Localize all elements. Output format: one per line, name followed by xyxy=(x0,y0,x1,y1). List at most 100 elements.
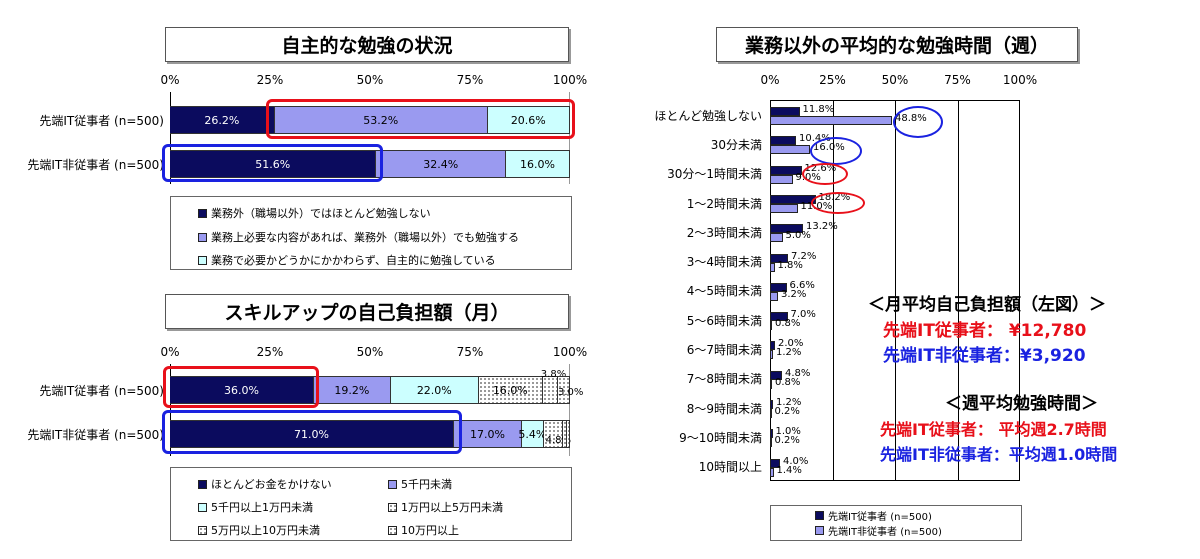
chart3-legend xyxy=(770,505,1022,541)
bar-segment: 16.0% xyxy=(506,150,570,178)
category-label: 先端IT従事者 (n=500) xyxy=(39,114,164,128)
bar-segment: 36.0% xyxy=(170,376,314,404)
time-it: 先端IT従事者： 平均週2.7時間 xyxy=(880,420,1107,439)
legend-label: 5千円未満 xyxy=(401,478,452,491)
bar-segment: 71.0% xyxy=(170,420,454,448)
legend-swatch xyxy=(198,208,207,218)
data-label: 0.2% xyxy=(774,406,800,417)
data-label: 26.2% xyxy=(204,113,240,127)
data-label: 0.8% xyxy=(775,376,801,388)
bar-segment: 17.0% xyxy=(454,420,522,448)
data-label: 20.6% xyxy=(510,113,546,127)
legend-swatch xyxy=(815,511,824,520)
bar xyxy=(770,282,787,292)
bar xyxy=(770,321,772,331)
time-nonit: 先端IT非従事者：平均週1.0時間 xyxy=(880,445,1118,464)
chart1-legend xyxy=(170,196,572,270)
category-label: 4～5時間未満 xyxy=(686,284,762,299)
chart3-ellipse-blue-1 xyxy=(893,106,943,138)
cost-it: 先端IT従事者： ¥12,780 xyxy=(883,321,1087,341)
bar xyxy=(770,262,775,272)
data-label: 4.0% xyxy=(783,455,809,467)
data-label: 5.4% xyxy=(518,427,547,441)
gridline xyxy=(957,100,959,481)
data-label: 17.0% xyxy=(470,427,505,441)
category-label: 7～8時間未満 xyxy=(686,372,762,387)
bar xyxy=(770,370,782,380)
bar-segment: 3.8% xyxy=(541,369,566,404)
bar xyxy=(770,312,788,322)
data-label: 1.2% xyxy=(776,397,802,408)
legend-label: 業務上必要な内容があれば、業務外（職場以外）でも勉強する xyxy=(211,231,519,244)
data-label: 1.4% xyxy=(776,464,802,476)
x-tick-label: 100% xyxy=(552,73,588,87)
data-label: 3.8% xyxy=(540,369,567,380)
category-label: 9～10時間未満 xyxy=(679,430,762,445)
chart3-ellipse-red-1 xyxy=(802,163,848,185)
legend-item: 5千円以上1万円未満 xyxy=(198,499,313,515)
data-label: 3.2% xyxy=(781,288,807,300)
category-label: 1～2時間未満 xyxy=(686,196,762,211)
cost-heading: ＜月平均自己負担額（左図）＞ xyxy=(868,295,1106,315)
legend-swatch xyxy=(198,525,207,535)
legend-item: 業務外（職場以外）ではほとんど勉強しない xyxy=(198,205,431,221)
category-label: 5～6時間未満 xyxy=(686,313,762,328)
x-tick-label: 75% xyxy=(456,345,484,359)
x-tick-label: 75% xyxy=(944,73,971,87)
x-tick-label: 100% xyxy=(1002,73,1038,87)
category-label: 6～7時間未満 xyxy=(686,343,762,358)
bar xyxy=(770,107,800,116)
x-tick-label: 50% xyxy=(356,73,384,87)
bar-segment: 22.0% xyxy=(390,376,479,404)
legend-swatch xyxy=(815,526,824,535)
legend-swatch xyxy=(198,232,207,242)
data-label: 10.4% xyxy=(799,133,831,145)
data-label: 1.8% xyxy=(777,259,803,271)
data-label: 1.2% xyxy=(776,347,802,359)
data-label: 11.8% xyxy=(802,104,835,115)
data-label: 7.2% xyxy=(791,250,817,262)
legend-label: 業務で必要かどうかにかかわらず、自主的に勉強している xyxy=(211,254,496,267)
legend-label: 5万円以上10万円未満 xyxy=(211,524,320,537)
category-label: 先端IT非従事者 (n=500) xyxy=(27,428,164,442)
bar xyxy=(770,379,772,389)
bar-segment: 19.2% xyxy=(314,376,391,404)
data-label: 0.8% xyxy=(775,318,801,330)
bar xyxy=(770,341,775,351)
data-label: 1.0% xyxy=(775,426,801,438)
data-label: 4.8% xyxy=(785,367,811,379)
bar xyxy=(770,136,796,146)
bar xyxy=(770,165,802,175)
bar xyxy=(770,400,773,409)
data-label: 16.0% xyxy=(520,157,555,171)
bar xyxy=(770,409,772,418)
category-label: 先端IT非従事者 (n=500) xyxy=(27,158,164,172)
legend-swatch xyxy=(198,255,207,265)
bar-segment: 26.2% xyxy=(170,106,275,134)
legend-swatch xyxy=(388,479,397,489)
bar xyxy=(770,203,798,213)
data-label: 2.0% xyxy=(778,338,804,350)
legend-item: 1万円以上5万円未満 xyxy=(388,499,503,515)
x-tick-label: 0% xyxy=(160,73,180,87)
category-label: 30分～1時間未満 xyxy=(667,167,762,182)
legend-swatch xyxy=(198,502,207,512)
gridline xyxy=(832,100,834,481)
x-tick-label: 25% xyxy=(256,345,284,359)
time-heading: ＜週平均勉強時間＞ xyxy=(945,394,1098,414)
bar-segment: 16.0% xyxy=(478,376,543,404)
legend-label: 先端IT非従事者 (n=500) xyxy=(828,527,942,538)
data-label: 51.6% xyxy=(255,157,291,171)
bar xyxy=(770,145,810,155)
data-label: 36.0% xyxy=(224,383,259,397)
data-label: 3.0% xyxy=(558,387,584,398)
data-label: 6.6% xyxy=(789,279,815,291)
bar-segment xyxy=(562,420,567,448)
chart3-title: 業務以外の平均的な勉強時間（週） xyxy=(716,27,1078,62)
bar xyxy=(770,438,772,448)
x-tick-label: 25% xyxy=(256,73,284,87)
data-label: 32.4% xyxy=(423,157,459,171)
bar-segment: 4.8% xyxy=(543,420,571,448)
category-label: ほとんど勉強しない xyxy=(654,108,762,123)
legend-swatch xyxy=(388,525,397,535)
